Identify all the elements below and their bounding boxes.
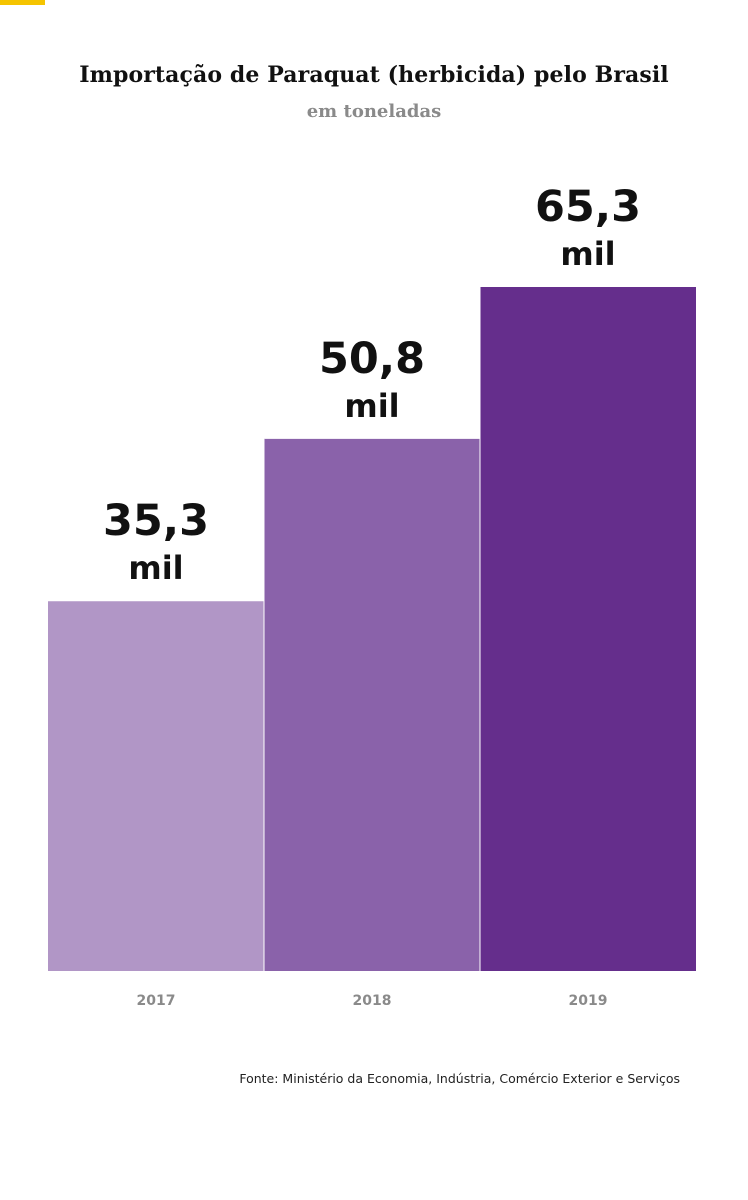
- data-label-value: 65,3: [535, 182, 641, 232]
- bar-2018: [264, 438, 480, 971]
- data-label-value: 35,3: [103, 496, 209, 546]
- x-tick-label: 2018: [353, 993, 392, 1009]
- x-tick-label: 2017: [137, 993, 176, 1009]
- chart-subtitle: em toneladas: [306, 101, 442, 122]
- brand-accent-bar: [0, 0, 45, 5]
- bar-2019: [480, 287, 696, 971]
- data-label-unit: mil: [344, 387, 399, 425]
- data-label-unit: mil: [128, 549, 183, 587]
- data-label-unit: mil: [560, 235, 615, 273]
- chart-title: Importação de Paraquat (herbicida) pelo …: [79, 62, 669, 88]
- source-note: Fonte: Ministério da Economia, Indústria…: [239, 1071, 680, 1086]
- bar-2017: [48, 601, 264, 971]
- data-label-value: 50,8: [319, 334, 425, 384]
- x-tick-label: 2019: [569, 993, 608, 1009]
